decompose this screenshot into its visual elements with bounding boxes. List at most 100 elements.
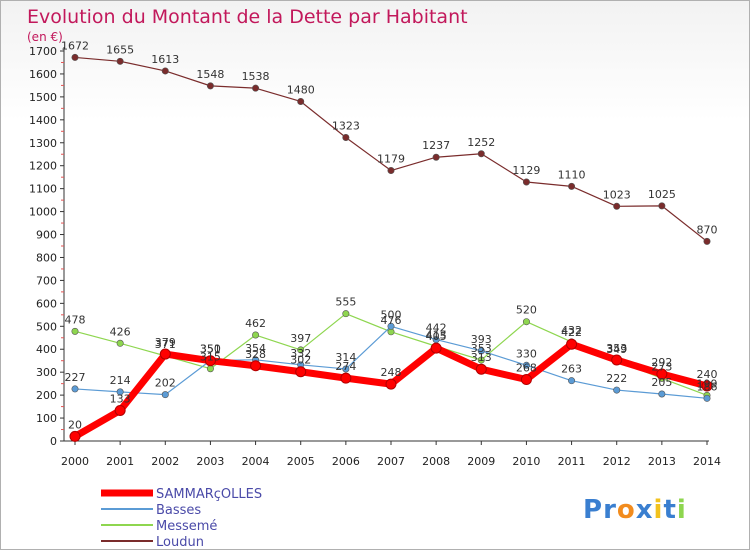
logo-letter: x — [636, 495, 654, 525]
data-point — [387, 322, 395, 330]
data-label: 351 — [200, 342, 221, 355]
data-label: 1548 — [196, 68, 224, 81]
y-tick-label: 400 — [36, 343, 57, 356]
logo-letter: o — [617, 495, 636, 525]
y-tick-label: 100 — [36, 412, 57, 425]
x-tick-label: 2011 — [558, 455, 586, 468]
data-point — [656, 368, 668, 380]
x-tick-label: 2006 — [332, 455, 360, 468]
x-tick-label: 2005 — [287, 455, 315, 468]
y-tick-label: 300 — [36, 366, 57, 379]
data-label: 1538 — [242, 70, 270, 83]
series-layer — [69, 53, 713, 442]
series-loudun — [71, 53, 711, 245]
data-label: 199 — [697, 377, 718, 390]
data-label: 1025 — [648, 188, 676, 201]
data-point — [568, 182, 576, 190]
data-label: 442 — [426, 322, 447, 335]
data-label: 476 — [381, 314, 402, 327]
y-tick-label: 1400 — [29, 114, 57, 127]
data-labels: 1672 1655 1613 1548 1538 1480 1323 1179 1237 1252… — [61, 39, 718, 431]
legend-label: Messemé — [156, 519, 217, 534]
logo-letter: P — [583, 495, 603, 525]
proxiti-logo: Proxiti — [583, 495, 686, 525]
data-label: 1023 — [603, 188, 631, 201]
data-point — [206, 365, 214, 373]
axes: 0 100 200 300 400 500 600 700 800 900 1000 1100 1200… — [29, 45, 721, 468]
data-label: 349 — [606, 343, 627, 356]
series-basses — [71, 322, 711, 402]
data-label: 1252 — [467, 136, 495, 149]
data-label: 315 — [200, 351, 221, 364]
data-point — [703, 237, 711, 245]
y-tick-label: 1500 — [29, 91, 57, 104]
data-label: 302 — [290, 354, 311, 367]
y-tick-label: 200 — [36, 389, 57, 402]
y-tick-label: 900 — [36, 229, 57, 242]
data-point — [475, 363, 487, 375]
data-point — [114, 404, 126, 416]
data-label: 20 — [68, 418, 82, 431]
data-label: 273 — [651, 360, 672, 373]
data-point — [297, 346, 305, 354]
x-tick-label: 2007 — [377, 455, 405, 468]
data-label: 328 — [245, 348, 266, 361]
data-label: 371 — [155, 338, 176, 351]
data-point — [206, 82, 214, 90]
data-label: 186 — [697, 380, 718, 393]
data-label: 332 — [290, 347, 311, 360]
data-point — [342, 365, 350, 373]
y-tick-label: 700 — [36, 274, 57, 287]
data-label: 1129 — [512, 164, 540, 177]
y-tick-label: 1600 — [29, 68, 57, 81]
data-label: 462 — [245, 317, 266, 330]
data-label: 478 — [65, 313, 86, 326]
data-label: 1110 — [558, 168, 586, 181]
data-label: 520 — [516, 304, 537, 317]
data-point — [613, 202, 621, 210]
data-point — [520, 374, 532, 386]
x-tick-label: 2013 — [648, 455, 676, 468]
data-point — [250, 360, 262, 372]
y-tick-label: 0 — [50, 435, 57, 448]
data-point — [387, 167, 395, 175]
y-tick-label: 1200 — [29, 160, 57, 173]
x-tick-label: 2008 — [422, 455, 450, 468]
data-label: 240 — [697, 368, 718, 381]
data-label: 1613 — [151, 53, 179, 66]
data-label: 353 — [471, 342, 492, 355]
y-tick-label: 1300 — [29, 137, 57, 150]
data-point — [252, 84, 260, 92]
data-label: 227 — [65, 371, 86, 384]
y-tick-label: 800 — [36, 251, 57, 264]
data-point — [116, 339, 124, 347]
logo-letter: t — [663, 495, 676, 525]
x-tick-label: 2010 — [512, 455, 540, 468]
y-tick-label: 1000 — [29, 206, 57, 219]
data-label: 1672 — [61, 39, 89, 52]
data-point — [71, 327, 79, 335]
data-label: 330 — [516, 347, 537, 360]
data-point — [611, 354, 623, 366]
x-tick-label: 2004 — [242, 455, 270, 468]
data-label: 268 — [516, 362, 537, 375]
series-line — [74, 56, 708, 243]
data-point — [295, 366, 307, 378]
data-label: 393 — [471, 333, 492, 346]
data-point — [522, 318, 530, 326]
legend-label: Loudun — [156, 535, 204, 550]
y-tick-label: 600 — [36, 297, 57, 310]
data-label: 353 — [606, 342, 627, 355]
data-point — [522, 361, 530, 369]
data-label: 292 — [651, 356, 672, 369]
data-label: 350 — [200, 343, 221, 356]
data-label: 1323 — [332, 119, 360, 132]
data-point — [116, 388, 124, 396]
data-point — [477, 356, 485, 364]
y-tick-label: 500 — [36, 320, 57, 333]
data-label: 405 — [426, 330, 447, 343]
data-point — [71, 53, 79, 61]
logo-letter: r — [603, 495, 617, 525]
data-point — [566, 338, 578, 350]
